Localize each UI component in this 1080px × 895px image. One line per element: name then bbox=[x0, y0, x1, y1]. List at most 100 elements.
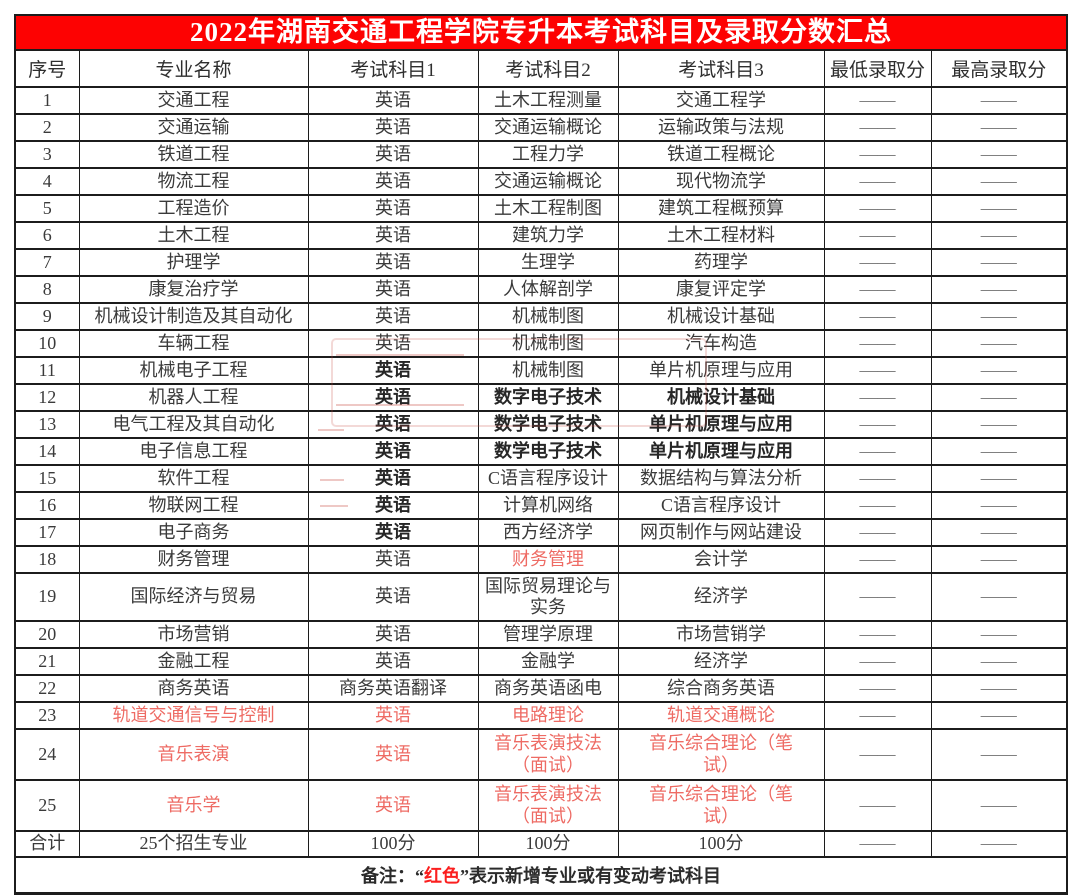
major-cell: 护理学 bbox=[78, 248, 309, 277]
subject1-cell: 英语 bbox=[307, 491, 479, 520]
major-cell: 国际经济与贸易 bbox=[78, 572, 309, 622]
subject1-cell: 英语 bbox=[307, 647, 479, 676]
subject2-cell: 100分 bbox=[477, 830, 619, 858]
admission-score-table: 2022年湖南交通工程学院专升本考试科目及录取分数汇总 序号 专业名称 考试科目1 考… bbox=[14, 14, 1069, 895]
min-score-cell: —— bbox=[823, 728, 932, 781]
subject2-cell: 建筑力学 bbox=[477, 221, 619, 250]
min-score-cell: —— bbox=[823, 545, 932, 574]
max-score-cell: —— bbox=[930, 194, 1068, 223]
subject3-cell: 土木工程材料 bbox=[617, 221, 825, 250]
subject2-cell: 交通运输概论 bbox=[477, 167, 619, 196]
subject1-cell: 英语 bbox=[307, 221, 479, 250]
subject3-cell: 100分 bbox=[617, 830, 825, 858]
note-row: 备注：“红色”表示新增专业或有变动考试科目 bbox=[14, 856, 1068, 895]
min-score-cell: —— bbox=[823, 329, 932, 358]
table-row: 22 商务英语 商务英语翻译 商务英语函电 综合商务英语 —— —— bbox=[14, 674, 1068, 703]
table-row: 16 物联网工程 英语 计算机网络 C语言程序设计 —— —— bbox=[14, 491, 1068, 520]
major-cell: 机械设计制造及其自动化 bbox=[78, 302, 309, 331]
note-prefix: 备注：“ bbox=[361, 866, 424, 886]
row-number-cell: 20 bbox=[14, 620, 80, 649]
subject1-cell: 英语 bbox=[307, 356, 479, 385]
min-score-cell: —— bbox=[823, 383, 932, 412]
subject2-cell: 土木工程制图 bbox=[477, 194, 619, 223]
row-number-cell: 21 bbox=[14, 647, 80, 676]
max-score-cell: —— bbox=[930, 86, 1068, 115]
row-number-cell: 11 bbox=[14, 356, 80, 385]
column-header-2: 专业名称 bbox=[78, 49, 309, 88]
major-cell: 铁道工程 bbox=[78, 140, 309, 169]
subject1-cell: 英语 bbox=[307, 302, 479, 331]
row-number-cell: 13 bbox=[14, 410, 80, 439]
column-header-4: 考试科目2 bbox=[477, 49, 619, 88]
subject3-cell: 运输政策与法规 bbox=[617, 113, 825, 142]
subject1-cell: 商务英语翻译 bbox=[307, 674, 479, 703]
column-header-3: 考试科目1 bbox=[307, 49, 479, 88]
min-score-cell: —— bbox=[823, 302, 932, 331]
table-row: 7 护理学 英语 生理学 药理学 —— —— bbox=[14, 248, 1068, 277]
subject1-cell: 英语 bbox=[307, 248, 479, 277]
table-row: 10 车辆工程 英语 机械制图 汽车构造 —— —— bbox=[14, 329, 1068, 358]
subject2-cell: 计算机网络 bbox=[477, 491, 619, 520]
min-score-cell: —— bbox=[823, 167, 932, 196]
max-score-cell: —— bbox=[930, 647, 1068, 676]
row-number-cell: 1 bbox=[14, 86, 80, 115]
subject3-cell: C语言程序设计 bbox=[617, 491, 825, 520]
row-number-cell: 10 bbox=[14, 329, 80, 358]
major-cell: 财务管理 bbox=[78, 545, 309, 574]
subject3-cell: 经济学 bbox=[617, 647, 825, 676]
row-number-cell: 16 bbox=[14, 491, 80, 520]
min-score-cell: —— bbox=[823, 86, 932, 115]
row-number-cell: 合计 bbox=[14, 830, 80, 858]
subject1-cell: 英语 bbox=[307, 779, 479, 832]
min-score-cell: —— bbox=[823, 701, 932, 730]
major-cell: 电子信息工程 bbox=[78, 437, 309, 466]
max-score-cell: —— bbox=[930, 410, 1068, 439]
subject1-cell: 英语 bbox=[307, 572, 479, 622]
major-cell: 车辆工程 bbox=[78, 329, 309, 358]
subject3-cell: 交通工程学 bbox=[617, 86, 825, 115]
note-red-word: 红色 bbox=[424, 866, 460, 886]
major-cell: 交通工程 bbox=[78, 86, 309, 115]
max-score-cell: —— bbox=[930, 491, 1068, 520]
subject3-cell: 数据结构与算法分析 bbox=[617, 464, 825, 493]
min-score-cell: —— bbox=[823, 779, 932, 832]
table-row: 1 交通工程 英语 土木工程测量 交通工程学 —— —— bbox=[14, 86, 1068, 115]
subject2-cell: 数学电子技术 bbox=[477, 437, 619, 466]
note-cell: 备注：“红色”表示新增专业或有变动考试科目 bbox=[14, 856, 1068, 895]
subject1-cell: 英语 bbox=[307, 383, 479, 412]
table-row: 14 电子信息工程 英语 数学电子技术 单片机原理与应用 —— —— bbox=[14, 437, 1068, 466]
table-row: 23 轨道交通信号与控制 英语 电路理论 轨道交通概论 —— —— bbox=[14, 701, 1068, 730]
subject2-cell: 数学电子技术 bbox=[477, 410, 619, 439]
min-score-cell: —— bbox=[823, 830, 932, 858]
table-row: 8 康复治疗学 英语 人体解剖学 康复评定学 —— —— bbox=[14, 275, 1068, 304]
row-number-cell: 3 bbox=[14, 140, 80, 169]
subject3-cell: 单片机原理与应用 bbox=[617, 410, 825, 439]
subject2-cell: 机械制图 bbox=[477, 302, 619, 331]
column-header-6: 最低录取分 bbox=[823, 49, 932, 88]
max-score-cell: —— bbox=[930, 356, 1068, 385]
row-number-cell: 23 bbox=[14, 701, 80, 730]
row-number-cell: 22 bbox=[14, 674, 80, 703]
max-score-cell: —— bbox=[930, 830, 1068, 858]
min-score-cell: —— bbox=[823, 674, 932, 703]
min-score-cell: —— bbox=[823, 647, 932, 676]
row-number-cell: 6 bbox=[14, 221, 80, 250]
subject3-cell: 单片机原理与应用 bbox=[617, 356, 825, 385]
subject3-cell: 机械设计基础 bbox=[617, 302, 825, 331]
min-score-cell: —— bbox=[823, 221, 932, 250]
column-header-7: 最高录取分 bbox=[930, 49, 1068, 88]
table-row: 24 音乐表演 英语 音乐表演技法 （面试） 音乐综合理论（笔 试） —— —— bbox=[14, 728, 1068, 781]
table-row: 4 物流工程 英语 交通运输概论 现代物流学 —— —— bbox=[14, 167, 1068, 196]
max-score-cell: —— bbox=[930, 674, 1068, 703]
major-cell: 物流工程 bbox=[78, 167, 309, 196]
major-cell: 物联网工程 bbox=[78, 491, 309, 520]
subject2-cell: 数字电子技术 bbox=[477, 383, 619, 412]
table-row: 21 金融工程 英语 金融学 经济学 —— —— bbox=[14, 647, 1068, 676]
row-number-cell: 7 bbox=[14, 248, 80, 277]
max-score-cell: —— bbox=[930, 275, 1068, 304]
max-score-cell: —— bbox=[930, 113, 1068, 142]
row-number-cell: 8 bbox=[14, 275, 80, 304]
major-cell: 音乐表演 bbox=[78, 728, 309, 781]
table-row: 19 国际经济与贸易 英语 国际贸易理论与 实务 经济学 —— —— bbox=[14, 572, 1068, 622]
table-row: 13 电气工程及其自动化 英语 数学电子技术 单片机原理与应用 —— —— bbox=[14, 410, 1068, 439]
